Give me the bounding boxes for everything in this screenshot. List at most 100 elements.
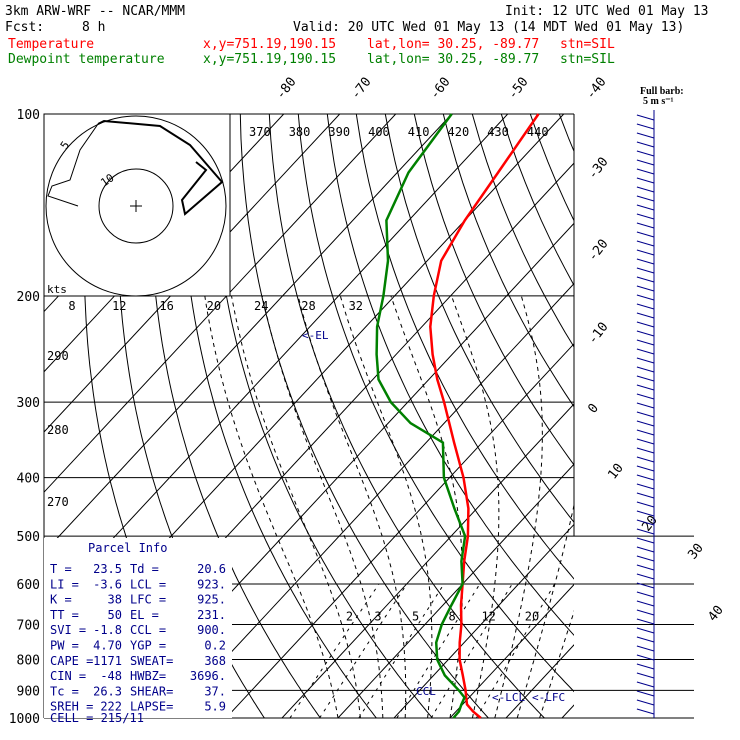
mixing-ratio-line (289, 583, 380, 718)
hodograph-ring-outer (45, 115, 227, 296)
theta-label: 400 (368, 125, 390, 139)
isotherm-line (505, 644, 574, 718)
wind-barb (636, 402, 655, 409)
dry-adiabat (210, 114, 434, 718)
isotherm-label: -10 (585, 320, 611, 348)
isotherm-line (44, 114, 341, 433)
wind-barb (636, 303, 655, 310)
isotherm-line (44, 114, 509, 614)
wind-barb (636, 456, 655, 463)
parcel-info-value: 23.5 (93, 562, 122, 576)
pressure-tick-label: 700 (17, 618, 40, 633)
wind-barb (636, 618, 655, 625)
isotherm-label: 30 (685, 541, 706, 563)
parcel-info-key: LI = (50, 577, 79, 591)
dry-adiabat (529, 114, 574, 222)
wind-barb (636, 357, 655, 364)
dry-adiabat (646, 114, 740, 731)
parcel-info-value: 900. (197, 623, 226, 637)
legend-temperature: Temperature (8, 37, 94, 52)
wind-barb (636, 546, 655, 553)
isotherm-label: -20 (585, 237, 611, 265)
hodograph-speed-tick: 8 (68, 299, 75, 313)
moist-adiabat (390, 295, 463, 718)
wind-barb (636, 627, 655, 634)
hodograph-speed-ticks: 8 12 16 20 24 28 32 (68, 299, 363, 313)
wind-barb (636, 537, 655, 544)
parcel-info-key: SHEAR= (130, 684, 173, 698)
wind-barb (636, 501, 655, 508)
wind-barb (636, 681, 655, 688)
wind-barb (636, 231, 655, 238)
theta-label: 430 (487, 125, 509, 139)
forecast-label: Fcst: (5, 20, 44, 35)
wind-barb (636, 384, 655, 391)
wind-barb (636, 483, 655, 490)
wind-barb (636, 132, 655, 139)
pressure-tick-label: 500 (17, 530, 40, 545)
wind-barb (636, 258, 655, 265)
theta-label: 380 (289, 125, 311, 139)
wind-barb (636, 267, 655, 274)
isotherm-label: -70 (348, 75, 374, 103)
dry-adiabat (558, 114, 574, 153)
isotherm-label: 0 (585, 401, 602, 416)
dry-adiabat (471, 114, 574, 348)
mixing-ratio-label: 2 (346, 609, 353, 623)
dry-adiabat-label: 270 (47, 495, 69, 509)
parcel-info-key: TT = (50, 608, 79, 622)
dry-adiabat-label: 280 (47, 423, 69, 437)
wind-barb (636, 150, 655, 157)
wind-barb (636, 609, 655, 616)
parcel-info-key: SREH = (50, 700, 93, 714)
model-title: 3km ARW-WRF -- NCAR/MMM (5, 4, 185, 19)
pressure-tick-label: 1000 (9, 712, 40, 727)
wind-barb (636, 438, 655, 445)
parcel-info-value: 1171 (93, 654, 122, 668)
wind-barb (636, 420, 655, 427)
wind-barb (636, 285, 655, 292)
parcel-info-key: CAPE = (50, 654, 93, 668)
wind-barb (636, 321, 655, 328)
lcl-marker: <-LCL (492, 691, 525, 704)
mixing-ratio-label: 3 (374, 609, 381, 623)
hodograph-speed-tick: 32 (349, 299, 363, 313)
wind-barb (636, 213, 655, 220)
parcel-info-cell: CELL = 215/11 (50, 711, 144, 725)
parcel-info-key: LFC = (130, 593, 166, 607)
pressure-tick-label: 900 (17, 684, 40, 699)
parcel-info-rows: T = 23.5 Td = 20.6 LI = -3.6 LCL = 923. K = 38 LFC… (50, 562, 226, 714)
wind-barb (636, 114, 655, 121)
parcel-info-value: 5.9 (204, 700, 226, 714)
wind-barb (636, 186, 655, 193)
hodograph-speed-tick: 16 (159, 299, 173, 313)
isotherm-label: -50 (505, 75, 531, 103)
wind-barb (636, 564, 655, 571)
parcel-info-value: 0.2 (204, 639, 226, 653)
isotherm-line (225, 343, 574, 718)
theta-label: 420 (448, 125, 470, 139)
wind-barb (636, 366, 655, 373)
wind-barb (636, 159, 655, 166)
parcel-info-key: SWEAT= (130, 654, 173, 668)
wind-barb (636, 222, 655, 229)
wind-barb (636, 294, 655, 301)
parcel-info-value: 231. (197, 608, 226, 622)
wind-barb (636, 240, 655, 247)
ccl-marker: CCL (416, 685, 436, 698)
isotherm-line (44, 114, 397, 493)
pressure-tick-label: 300 (17, 396, 40, 411)
dry-adiabat (384, 114, 574, 524)
wind-barb (636, 555, 655, 562)
wind-barb (636, 195, 655, 202)
wind-barb (636, 339, 655, 346)
parcel-info-value: 925. (197, 593, 226, 607)
theta-label: 370 (249, 125, 271, 139)
wind-barb (636, 645, 655, 652)
latlon-readout-temp: lat,lon= 30.25, -89.77 (367, 37, 539, 52)
parcel-info-key: YGP = (130, 639, 166, 653)
dry-adiabat (588, 114, 740, 731)
parcel-info-value: -48 (100, 669, 122, 683)
wind-barb (636, 141, 655, 148)
wind-barb (636, 168, 655, 175)
